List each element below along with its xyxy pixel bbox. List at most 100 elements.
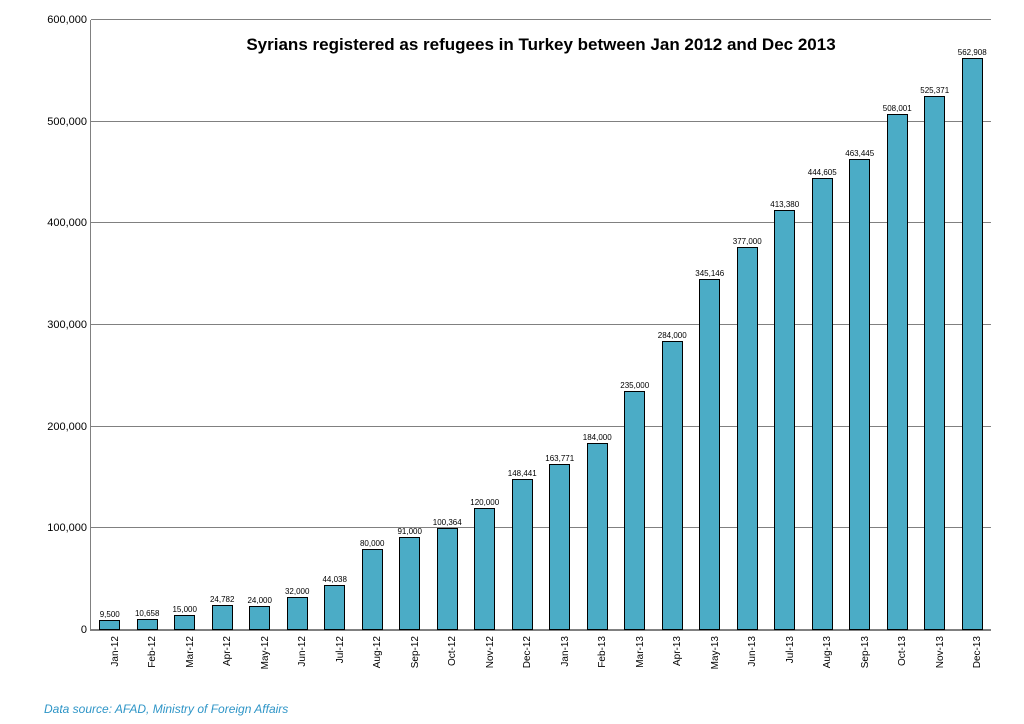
y-axis-tick-label: 200,000 (47, 421, 91, 433)
bar-value-label: 184,000 (583, 433, 612, 442)
y-axis-tick-label: 100,000 (47, 522, 91, 534)
bar-value-label: 562,908 (958, 48, 987, 57)
bar-slot: 148,441Dec-12 (504, 20, 541, 630)
x-axis-tick-label: Jul-12 (335, 630, 346, 663)
bar: 148,441 (512, 479, 533, 630)
bar-value-label: 32,000 (285, 587, 309, 596)
bar-slot: 377,000Jun-13 (729, 20, 766, 630)
bar-value-label: 413,380 (770, 200, 799, 209)
bar: 413,380 (774, 210, 795, 630)
bar-value-label: 284,000 (658, 331, 687, 340)
bar: 24,782 (212, 605, 233, 630)
x-axis-tick-label: Mar-12 (185, 630, 196, 668)
bar-value-label: 120,000 (470, 498, 499, 507)
x-axis-tick-label: Oct-13 (897, 630, 908, 666)
bar-value-label: 9,500 (100, 610, 120, 619)
bar-value-label: 235,000 (620, 381, 649, 390)
bar-value-label: 444,605 (808, 168, 837, 177)
bar: 9,500 (99, 620, 120, 630)
plot-area: Syrians registered as refugees in Turkey… (90, 20, 991, 631)
bars-container: 9,500Jan-1210,658Feb-1215,000Mar-1224,78… (91, 20, 991, 630)
bar: 562,908 (962, 58, 983, 630)
x-axis-tick-label: Feb-13 (597, 630, 608, 668)
x-axis-tick-label: May-12 (260, 630, 271, 669)
x-axis-tick-label: Jan-12 (110, 630, 121, 667)
bar-value-label: 525,371 (920, 86, 949, 95)
bar-value-label: 24,782 (210, 595, 234, 604)
x-axis-tick-label: Nov-13 (935, 630, 946, 668)
bar-value-label: 508,001 (883, 104, 912, 113)
bar-value-label: 80,000 (360, 539, 384, 548)
bar: 15,000 (174, 615, 195, 630)
bar-value-label: 100,364 (433, 518, 462, 527)
bar-slot: 100,364Oct-12 (429, 20, 466, 630)
y-axis-tick-label: 300,000 (47, 319, 91, 331)
bar: 120,000 (474, 508, 495, 630)
bar-slot: 284,000Apr-13 (654, 20, 691, 630)
bar-slot: 32,000Jun-12 (279, 20, 316, 630)
bar: 100,364 (437, 528, 458, 630)
bar-slot: 9,500Jan-12 (91, 20, 128, 630)
bar-value-label: 345,146 (695, 269, 724, 278)
bar: 508,001 (887, 114, 908, 630)
bar-slot: 10,658Feb-12 (128, 20, 165, 630)
bar-chart: Syrians registered as refugees in Turkey… (40, 10, 1000, 690)
y-axis-tick-label: 600,000 (47, 14, 91, 26)
bar: 525,371 (924, 96, 945, 630)
bar: 345,146 (699, 279, 720, 630)
bar-slot: 15,000Mar-12 (166, 20, 203, 630)
data-source-caption: Data source: AFAD, Ministry of Foreign A… (44, 702, 288, 716)
bar: 284,000 (662, 341, 683, 630)
x-axis-tick-label: May-13 (710, 630, 721, 669)
x-axis-tick-label: Oct-12 (447, 630, 458, 666)
x-axis-tick-label: Jun-12 (297, 630, 308, 667)
x-axis-tick-label: Nov-12 (485, 630, 496, 668)
x-axis-tick-label: Sep-12 (410, 630, 421, 668)
x-axis-tick-label: Apr-12 (222, 630, 233, 666)
bar: 444,605 (812, 178, 833, 630)
bar-slot: 413,380Jul-13 (766, 20, 803, 630)
x-axis-tick-label: Aug-12 (372, 630, 383, 668)
bar: 91,000 (399, 537, 420, 630)
bar-slot: 235,000Mar-13 (616, 20, 653, 630)
bar-value-label: 91,000 (397, 527, 421, 536)
bar-slot: 463,445Sep-13 (841, 20, 878, 630)
bar-slot: 24,782Apr-12 (204, 20, 241, 630)
x-axis-tick-label: Dec-13 (972, 630, 983, 668)
bar-value-label: 463,445 (845, 149, 874, 158)
bar-slot: 24,000May-12 (241, 20, 278, 630)
x-axis-tick-label: Feb-12 (147, 630, 158, 668)
bar-value-label: 163,771 (545, 454, 574, 463)
bar-slot: 562,908Dec-13 (954, 20, 991, 630)
bar-slot: 120,000Nov-12 (466, 20, 503, 630)
x-axis-tick-label: Jul-13 (785, 630, 796, 663)
bar: 44,038 (324, 585, 345, 630)
bar-value-label: 24,000 (247, 596, 271, 605)
x-axis-tick-label: Apr-13 (672, 630, 683, 666)
y-axis-tick-label: 400,000 (47, 217, 91, 229)
bar-slot: 80,000Aug-12 (354, 20, 391, 630)
bar-slot: 184,000Feb-13 (579, 20, 616, 630)
bar: 32,000 (287, 597, 308, 630)
bar-value-label: 148,441 (508, 469, 537, 478)
x-axis-tick-label: Mar-13 (635, 630, 646, 668)
bar-value-label: 15,000 (172, 605, 196, 614)
bar-slot: 163,771Jan-13 (541, 20, 578, 630)
x-axis-tick-label: Sep-13 (860, 630, 871, 668)
bar-value-label: 44,038 (322, 575, 346, 584)
bar: 463,445 (849, 159, 870, 630)
bar: 10,658 (137, 619, 158, 630)
bar-slot: 444,605Aug-13 (804, 20, 841, 630)
bar: 163,771 (549, 464, 570, 631)
bar-slot: 44,038Jul-12 (316, 20, 353, 630)
bar-slot: 345,146May-13 (691, 20, 728, 630)
x-axis-tick-label: Dec-12 (522, 630, 533, 668)
bar: 184,000 (587, 443, 608, 630)
bar-slot: 525,371Nov-13 (916, 20, 953, 630)
x-axis-tick-label: Jun-13 (747, 630, 758, 667)
bar-slot: 91,000Sep-12 (391, 20, 428, 630)
bar: 377,000 (737, 247, 758, 630)
x-axis-tick-label: Aug-13 (822, 630, 833, 668)
bar-value-label: 377,000 (733, 237, 762, 246)
y-axis-tick-label: 0 (81, 624, 91, 636)
